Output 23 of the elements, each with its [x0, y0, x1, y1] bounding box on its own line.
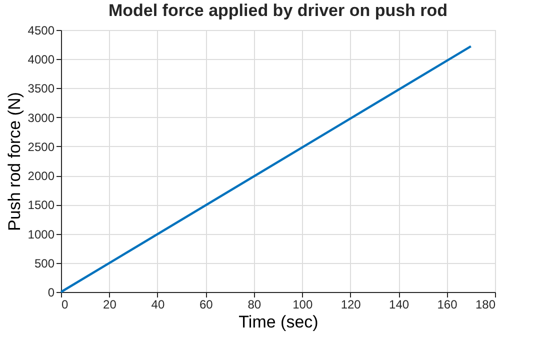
- x-tick-label: 20: [103, 298, 117, 312]
- y-tick-label: 500: [34, 256, 55, 270]
- x-tick-label: 180: [475, 298, 496, 312]
- x-tick-label: 60: [199, 298, 214, 312]
- y-tick-label: 4500: [28, 24, 55, 38]
- chart-title: Model force applied by driver on push rod: [108, 1, 448, 20]
- x-tick-label: 100: [292, 298, 313, 312]
- y-tick-label: 0: [48, 286, 55, 300]
- x-tick-label: 40: [151, 298, 165, 312]
- x-axis-title: Time (sec): [238, 312, 318, 332]
- y-tick-label: 2000: [28, 169, 55, 184]
- x-tick-label: 160: [437, 298, 458, 312]
- y-axis-title: Push rod force (N): [4, 92, 24, 231]
- y-tick-label: 3500: [28, 82, 55, 96]
- y-tick-label: 1000: [28, 227, 55, 242]
- y-tick-label: 2500: [28, 140, 55, 154]
- y-tick-label: 1500: [28, 198, 55, 212]
- x-tick-label: 140: [389, 298, 410, 312]
- x-tick-label: 120: [340, 298, 362, 312]
- y-tick-label: 4000: [28, 52, 55, 67]
- y-tick-label: 3000: [28, 110, 55, 125]
- x-tick-label: 80: [248, 298, 262, 312]
- x-tick-label: 0: [62, 298, 68, 312]
